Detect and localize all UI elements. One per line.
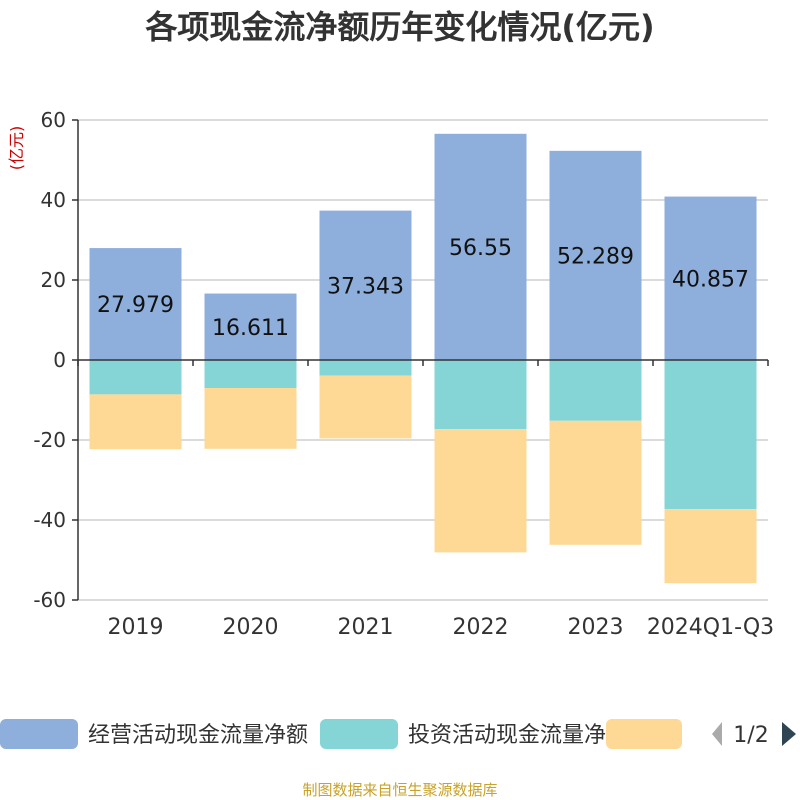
y-axis-unit: (亿元)	[7, 126, 26, 171]
bar-series2-2022	[434, 429, 527, 553]
bar-series1-2024Q1-Q3	[664, 360, 757, 510]
y-tick-label: 0	[53, 348, 66, 372]
bar-series1-2020	[204, 360, 297, 388]
legend-item-1[interactable]: 投资活动现金流量净额	[320, 719, 628, 749]
bar-series0-2022	[434, 133, 527, 360]
legend-swatch	[320, 719, 398, 749]
data-label: 37.343	[327, 274, 404, 299]
bars	[89, 133, 757, 584]
chart-title: 各项现金流净额历年变化情况(亿元)	[145, 8, 654, 46]
x-tick-label: 2022	[453, 615, 509, 640]
data-label: 56.55	[449, 236, 512, 261]
legend-next-arrow-icon[interactable]	[782, 722, 796, 746]
bar-series0-2019	[89, 248, 182, 360]
bar-series1-2022	[434, 360, 527, 430]
data-labels: 27.979 16.611 37.343 56.55 52.289 40.857	[97, 236, 749, 341]
bar-series1-2019	[89, 360, 182, 395]
x-tick-label: 2019	[108, 615, 164, 640]
bar-series2-2023	[549, 420, 642, 545]
x-tick-label: 2024Q1-Q3	[647, 615, 774, 640]
y-tick-label: -20	[33, 428, 66, 452]
source-note: 制图数据来自恒生聚源数据库	[302, 781, 497, 799]
y-tick-label: 40	[41, 188, 66, 212]
legend-swatch	[0, 719, 78, 749]
y-tick-label: 60	[41, 108, 66, 132]
legend-label: 投资活动现金流量净额	[408, 723, 628, 748]
data-label: 16.611	[212, 316, 289, 341]
data-label: 52.289	[557, 244, 634, 269]
bar-series0-2021	[319, 210, 412, 360]
x-tick-label: 2023	[568, 615, 624, 640]
x-tick-label: 2021	[338, 615, 394, 640]
legend: 经营活动现金流量净额 投资活动现金流量净额 1/2	[0, 719, 796, 749]
axes: 60 40 20 0 -20 -40 -60 2019 2020 2021 2022 2023 2024…	[33, 108, 774, 640]
bar-series1-2023	[549, 360, 642, 421]
grid	[78, 119, 768, 601]
bar-series1-2021	[319, 360, 412, 376]
legend-label: 经营活动现金流量净额	[88, 723, 308, 748]
bar-series0-2020	[204, 293, 297, 360]
legend-prev-arrow-icon[interactable]	[712, 722, 722, 746]
legend-swatch	[606, 719, 682, 749]
bar-series2-2021	[319, 375, 412, 439]
y-tick-label: -60	[33, 588, 66, 612]
legend-page-indicator: 1/2	[733, 723, 768, 748]
y-tick-label: -40	[33, 508, 66, 532]
legend-item-2[interactable]	[606, 719, 682, 749]
bar-series2-2020	[204, 388, 297, 449]
bar-series2-2019	[89, 394, 182, 450]
data-label: 40.857	[672, 267, 749, 292]
data-label: 27.979	[97, 293, 174, 318]
legend-item-0[interactable]: 经营活动现金流量净额	[0, 719, 308, 749]
bar-series2-2024Q1-Q3	[664, 509, 757, 584]
x-tick-label: 2020	[223, 615, 279, 640]
bar-series0-2023	[549, 150, 642, 360]
y-tick-label: 20	[41, 268, 66, 292]
bar-series0-2024Q1-Q3	[664, 196, 757, 360]
